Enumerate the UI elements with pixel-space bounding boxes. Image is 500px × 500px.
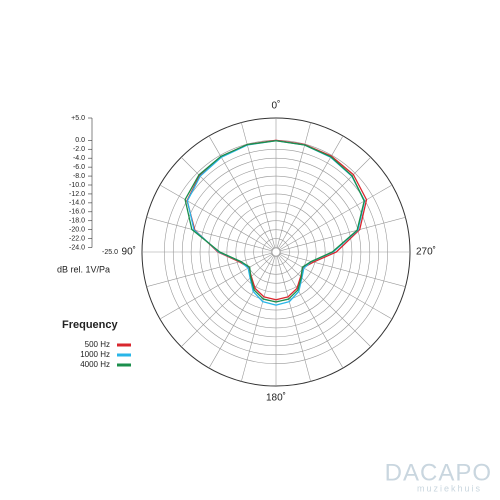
r-tick-label: -4.0 — [73, 155, 85, 162]
spoke — [279, 217, 406, 252]
spoke — [277, 255, 344, 369]
spoke — [279, 252, 406, 287]
legend-label: 4000 Hz — [80, 360, 110, 369]
spoke — [276, 122, 311, 249]
angle-label: 180˚ — [266, 392, 286, 404]
center-circle — [271, 247, 281, 257]
watermark-tagline: muziekhuis — [417, 483, 482, 493]
watermark: DACAPO — [385, 459, 492, 486]
r-tick-label: +5.0 — [71, 115, 85, 122]
spoke — [181, 157, 274, 250]
spoke — [279, 184, 393, 251]
angle-label: 270˚ — [416, 246, 436, 258]
r-tick-label: -10.0 — [69, 182, 85, 189]
spoke — [208, 255, 275, 369]
pattern-curve — [184, 140, 365, 303]
spoke — [159, 184, 273, 251]
legend-title: Frequency — [62, 319, 119, 331]
spoke — [279, 253, 393, 320]
spoke — [241, 255, 276, 382]
spoke — [208, 135, 275, 249]
spoke — [277, 135, 344, 249]
spoke — [146, 217, 273, 252]
r-tick-label: -14.0 — [69, 200, 85, 207]
r-tick-label: -8.0 — [73, 173, 85, 180]
r-tick-label: -16.0 — [69, 209, 85, 216]
angle-label: 90˚ — [122, 246, 136, 258]
legend-label: 500 Hz — [85, 340, 110, 349]
spoke — [146, 252, 273, 287]
r-tick-label: -18.0 — [69, 218, 85, 225]
spoke — [276, 255, 311, 382]
spoke — [241, 122, 276, 249]
spoke — [159, 253, 273, 320]
r-tick-label: -6.0 — [73, 164, 85, 171]
r-tick-label: -12.0 — [69, 191, 85, 198]
r-tick-label: -20.0 — [69, 227, 85, 234]
r-tick-label: -2.0 — [73, 146, 85, 153]
r-tick-label: 0.0 — [75, 137, 85, 144]
spoke — [181, 254, 274, 347]
legend-label: 1000 Hz — [80, 350, 110, 359]
r-tick-label: -25.0 — [102, 249, 118, 256]
angle-label: 0˚ — [272, 100, 281, 112]
r-axis-label: dB rel. 1V/Pa — [57, 264, 110, 274]
spoke — [278, 254, 371, 347]
spoke — [278, 157, 371, 250]
r-tick-label: -24.0 — [69, 244, 85, 251]
r-tick-label: -22.0 — [69, 235, 85, 242]
